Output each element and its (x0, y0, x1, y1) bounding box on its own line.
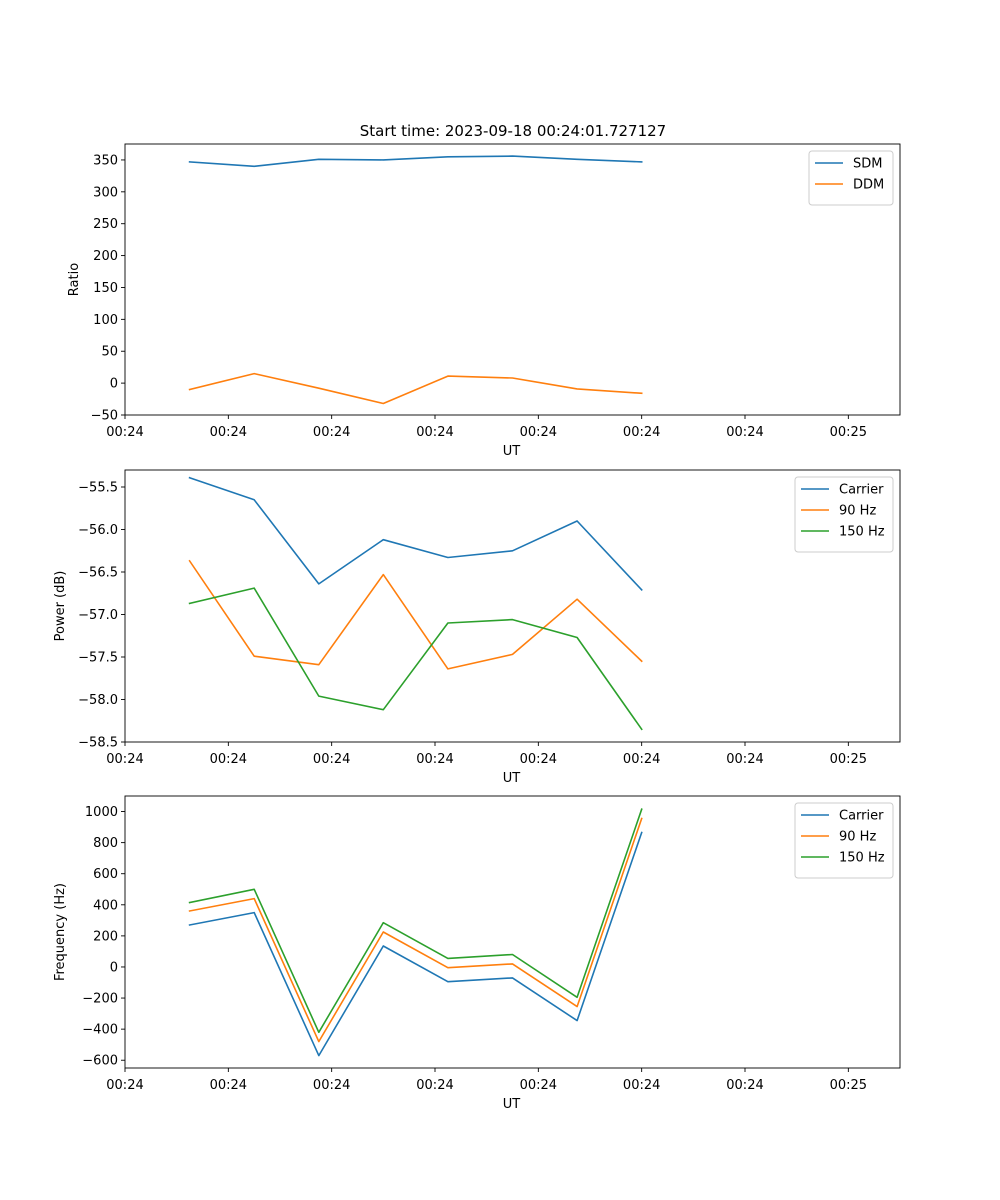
x-tick-label: 00:25 (830, 1078, 867, 1093)
y-tick-label: 0 (110, 960, 118, 975)
legend-label: 90 Hz (839, 830, 876, 845)
legend: SDM DDM (808, 150, 894, 206)
y-tick-label: −58.5 (78, 736, 118, 751)
y-tick-label: −55.5 (78, 481, 118, 496)
x-tick-label: 00:24 (416, 1078, 453, 1093)
x-tick-label: 00:24 (106, 1078, 143, 1093)
legend-label: Carrier (839, 483, 884, 498)
x-tick-label: 00:24 (210, 752, 247, 767)
x-axis-label: UT (503, 771, 521, 786)
y-axis-label: Ratio (67, 263, 82, 296)
subplot-1: 00:24 00:24 00:24 00:24 00:24 00:24 00:24 00:25… (67, 143, 901, 459)
axes-frame (124, 143, 901, 416)
y-tick-label: 250 (93, 217, 118, 232)
x-tick-label: 00:25 (830, 425, 867, 440)
legend-box (794, 476, 894, 553)
legend-label: Carrier (839, 809, 884, 824)
legend-label: 90 Hz (839, 504, 876, 519)
y-tick-label: −58.0 (78, 693, 118, 708)
y-tick-label: −50 (91, 409, 118, 424)
y-tick-label: 1000 (85, 805, 118, 820)
series-line-150-hz (188, 808, 643, 1034)
subplot-2: 00:24 00:24 00:24 00:24 00:24 00:24 00:24 00:25… (53, 469, 901, 786)
x-tick-label: 00:24 (726, 752, 763, 767)
y-tick-label: −400 (82, 1023, 118, 1038)
x-tick-label: 00:24 (313, 752, 350, 767)
x-tick-label: 00:24 (416, 425, 453, 440)
y-tick-label: 800 (93, 836, 118, 851)
series-line-sdm (188, 155, 643, 168)
y-tick-label: 200 (93, 929, 118, 944)
y-tick-label: −200 (82, 992, 118, 1007)
x-axis-label: UT (503, 444, 521, 459)
series-line-ddm (188, 372, 643, 405)
x-tick-label: 00:24 (210, 1078, 247, 1093)
y-axis-label: Power (dB) (53, 571, 68, 642)
y-tick-label: 200 (93, 249, 118, 264)
y-tick-label: 0 (110, 377, 118, 392)
legend-label: DDM (853, 178, 884, 193)
series-line-carrier (188, 831, 643, 1057)
y-tick-label: 600 (93, 867, 118, 882)
x-tick-label: 00:24 (726, 425, 763, 440)
axes-frame (124, 795, 901, 1069)
series-line-90-hz (188, 559, 643, 670)
x-tick-label: 00:24 (623, 752, 660, 767)
legend-box (808, 150, 894, 206)
y-tick-label: −57.0 (78, 608, 118, 623)
x-tick-label: 00:25 (830, 752, 867, 767)
x-tick-label: 00:24 (520, 752, 557, 767)
series-line-90-hz (188, 817, 643, 1043)
x-tick-label: 00:24 (726, 1078, 763, 1093)
y-tick-label: 100 (93, 313, 118, 328)
legend-label: 150 Hz (839, 851, 885, 866)
legend: Carrier 90 Hz 150 Hz (794, 802, 894, 879)
x-tick-label: 00:24 (520, 1078, 557, 1093)
x-tick-label: 00:24 (313, 425, 350, 440)
legend-label: SDM (853, 157, 882, 172)
x-tick-label: 00:24 (106, 425, 143, 440)
y-tick-label: −56.0 (78, 523, 118, 538)
y-tick-label: 400 (93, 898, 118, 913)
legend-box (794, 802, 894, 879)
plots-container: 00:24 00:24 00:24 00:24 00:24 00:24 00:24 00:25… (53, 143, 901, 1112)
series-line-150-hz (188, 587, 643, 731)
y-tick-label: 150 (93, 281, 118, 296)
y-tick-label: 300 (93, 185, 118, 200)
x-tick-label: 00:24 (106, 752, 143, 767)
y-tick-label: −57.5 (78, 651, 118, 666)
x-tick-label: 00:24 (520, 425, 557, 440)
x-tick-label: 00:24 (210, 425, 247, 440)
x-tick-label: 00:24 (313, 1078, 350, 1093)
y-tick-label: −600 (82, 1054, 118, 1069)
axes-frame (124, 469, 901, 743)
y-tick-label: 50 (101, 345, 118, 360)
series-line-carrier (188, 476, 643, 592)
x-tick-label: 00:24 (623, 1078, 660, 1093)
legend: Carrier 90 Hz 150 Hz (794, 476, 894, 553)
subplot-3: 00:24 00:24 00:24 00:24 00:24 00:24 00:24 00:25… (53, 795, 901, 1112)
x-tick-label: 00:24 (623, 425, 660, 440)
legend-label: 150 Hz (839, 525, 885, 540)
y-axis-label: Frequency (Hz) (53, 883, 68, 981)
y-tick-label: −56.5 (78, 566, 118, 581)
figure-title: Start time: 2023-09-18 00:24:01.727127 (360, 122, 666, 140)
x-tick-label: 00:24 (416, 752, 453, 767)
x-axis-label: UT (503, 1097, 521, 1112)
y-tick-label: 350 (93, 153, 118, 168)
